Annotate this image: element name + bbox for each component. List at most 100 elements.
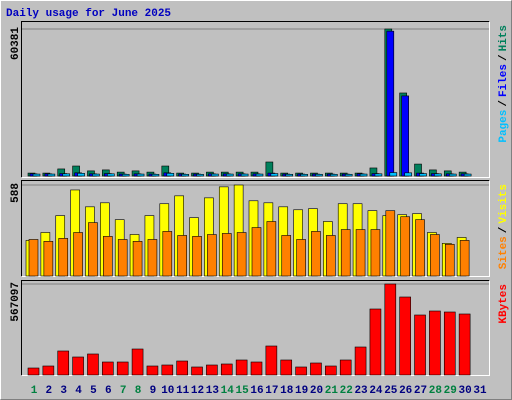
x-tick-label: 21 xyxy=(325,385,339,397)
x-tick-label: 19 xyxy=(295,385,308,397)
bar xyxy=(196,173,204,177)
bar xyxy=(77,173,85,177)
bar xyxy=(339,359,352,376)
x-tick-label: 24 xyxy=(369,385,383,397)
x-tick-label: 22 xyxy=(340,385,353,397)
x-tick-label: 20 xyxy=(310,385,323,397)
x-tick-label: 25 xyxy=(384,385,398,397)
bar xyxy=(266,221,277,277)
bar xyxy=(385,210,396,277)
legend-separator: / xyxy=(498,226,510,233)
bar xyxy=(62,173,71,177)
bar xyxy=(354,346,367,376)
x-tick-label: 6 xyxy=(105,385,112,397)
bar xyxy=(73,232,83,277)
x-tick-label: 29 xyxy=(444,385,457,397)
legend-entry: Files xyxy=(498,64,510,97)
legend: KBytes xyxy=(498,284,510,324)
bar xyxy=(191,366,203,376)
bar xyxy=(310,362,322,376)
bar xyxy=(177,235,187,277)
bar xyxy=(401,95,409,177)
bar xyxy=(28,239,39,277)
bar xyxy=(419,173,427,177)
bar xyxy=(151,173,160,177)
bar xyxy=(285,173,294,177)
legend-entry: Hits xyxy=(498,25,510,51)
bar xyxy=(58,238,69,277)
plot-border-light xyxy=(21,180,490,277)
x-tick-label: 5 xyxy=(90,385,97,397)
bar xyxy=(296,239,306,277)
bar xyxy=(251,227,262,277)
bar xyxy=(92,173,100,177)
bar xyxy=(107,173,115,177)
bar xyxy=(57,350,70,376)
bar xyxy=(47,173,56,177)
bar xyxy=(330,173,338,177)
bar xyxy=(340,229,351,277)
bar xyxy=(87,353,99,376)
bar xyxy=(132,241,143,277)
plot-border-dark xyxy=(21,280,490,376)
x-tick-label: 28 xyxy=(429,385,443,397)
legend: Pages / Files / Hits xyxy=(498,25,510,143)
bar xyxy=(265,345,278,376)
bar xyxy=(359,173,368,177)
bar xyxy=(463,173,472,177)
bar xyxy=(280,359,293,376)
bar xyxy=(370,229,381,277)
bar xyxy=(444,243,455,277)
bar xyxy=(42,365,55,376)
bar xyxy=(116,361,129,376)
bar xyxy=(88,222,98,277)
bar xyxy=(117,239,128,277)
x-tick-label: 13 xyxy=(206,385,220,397)
bar xyxy=(146,365,159,376)
bar xyxy=(147,239,158,277)
x-tick-label: 16 xyxy=(250,385,263,397)
plot-border-dark xyxy=(21,21,490,178)
bar xyxy=(443,311,456,376)
x-tick-label: 31 xyxy=(473,385,487,397)
bar xyxy=(325,365,337,376)
bar xyxy=(121,173,130,177)
bar xyxy=(270,173,279,177)
bar xyxy=(386,30,395,177)
bar xyxy=(176,360,188,376)
x-tick-label: 30 xyxy=(459,385,472,397)
legend-separator: / xyxy=(498,100,510,107)
bar xyxy=(27,367,40,376)
bar xyxy=(206,364,218,376)
bar xyxy=(236,232,247,277)
x-tick-label: 9 xyxy=(150,385,157,397)
x-tick-label: 14 xyxy=(221,385,235,397)
x-tick-label: 1 xyxy=(31,385,38,397)
bar xyxy=(384,283,397,376)
bar xyxy=(255,173,264,177)
plot-area xyxy=(21,280,490,376)
bar xyxy=(448,173,457,177)
bar xyxy=(326,235,336,277)
bar xyxy=(181,173,189,177)
bar xyxy=(458,313,471,376)
bar xyxy=(295,366,307,376)
bar xyxy=(315,173,323,177)
bar xyxy=(400,216,410,277)
bar xyxy=(136,173,145,177)
bar xyxy=(389,172,398,177)
plot-border-light xyxy=(21,21,490,178)
legend: Sites / Visits xyxy=(498,184,510,269)
x-tick-label: 3 xyxy=(60,385,67,397)
x-tick-label: 10 xyxy=(161,385,174,397)
x-tick-label: 23 xyxy=(354,385,368,397)
bar xyxy=(430,234,440,277)
bar xyxy=(162,231,173,277)
bar xyxy=(72,356,84,376)
bar xyxy=(355,229,366,277)
y-tick-label: 567097 xyxy=(10,282,22,322)
bar xyxy=(281,235,292,277)
bar xyxy=(344,173,353,177)
bar xyxy=(404,172,412,177)
bar xyxy=(235,359,248,376)
